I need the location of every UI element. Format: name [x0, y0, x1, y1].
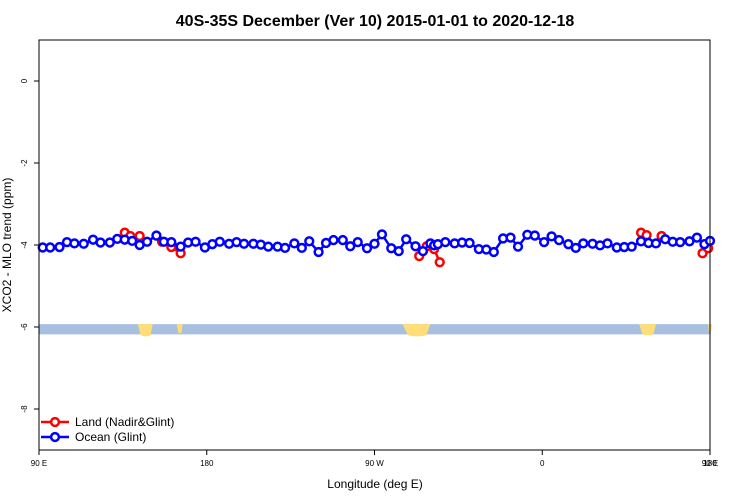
y-axis-label: XCO2 - MLO trend (ppm) — [0, 178, 14, 313]
ocean-data-point — [529, 230, 540, 241]
ocean-data-point — [505, 232, 516, 243]
y-axis: 0 -2 -4 -6 -8 — [20, 78, 39, 413]
ocean-data-point — [190, 236, 201, 247]
ocean-data-point — [352, 236, 363, 248]
ocean-data-point — [45, 242, 56, 253]
legend-land-label: Land (Nadir&Glint) — [75, 415, 174, 429]
ocean-data-point — [54, 241, 65, 253]
ocean-data-point — [553, 234, 565, 246]
y-tick-label: 0 — [20, 78, 29, 83]
ocean-data-point — [650, 238, 662, 249]
ocean-data-point — [675, 236, 686, 248]
ocean-data-point — [417, 246, 429, 257]
ocean-data-point — [602, 238, 613, 249]
ocean-data-point — [279, 242, 291, 254]
plot-frame — [38, 39, 711, 451]
ocean-data-point — [361, 243, 373, 254]
land-mask-patch — [176, 324, 183, 334]
ocean-data-point — [151, 230, 162, 241]
ocean-data-point — [127, 235, 138, 247]
ocean-data-point — [512, 241, 524, 252]
x-tick-label: 90 W — [365, 459, 384, 468]
ocean-mask-strip — [39, 324, 710, 335]
ocean-data-point — [410, 241, 421, 252]
ocean-data-point — [538, 236, 550, 248]
ocean-data-point — [175, 241, 186, 252]
ocean-data-point — [570, 242, 581, 254]
land-mask-patch — [402, 324, 431, 337]
land-mask-patch — [137, 324, 153, 337]
x-tick-label: 0 — [540, 459, 545, 468]
legend-land-marker — [49, 416, 61, 428]
ocean-data-point — [304, 236, 315, 247]
ocean-data-point — [393, 246, 404, 257]
ocean-data-point — [296, 242, 307, 254]
ocean-data-point — [238, 238, 250, 249]
ocean-data-point — [166, 236, 177, 248]
ocean-data-point — [95, 237, 106, 248]
legend: Land (Nadir&Glint) Ocean (Glint) — [41, 415, 174, 444]
land-data-point — [134, 230, 145, 242]
ocean-data-point — [464, 237, 475, 249]
ocean-data-point — [313, 246, 324, 258]
y-tick-label: -4 — [20, 241, 29, 249]
y-tick-label: -8 — [20, 405, 29, 413]
land-mask-patch — [639, 324, 656, 336]
x-tick-label: 90 E — [702, 459, 718, 468]
ocean-data-point — [263, 241, 274, 252]
y-tick-label: -2 — [20, 159, 29, 167]
land-data-point — [434, 257, 445, 268]
y-tick-label: -6 — [20, 323, 29, 331]
ocean-data-point — [369, 238, 380, 249]
ocean-data-point — [691, 232, 703, 243]
ocean-data-point — [141, 236, 153, 247]
x-axis-label: Longitude (deg E) — [327, 477, 422, 491]
ocean-data-point — [488, 246, 499, 258]
ocean-data-point — [69, 238, 80, 249]
plot-series — [37, 227, 716, 268]
legend-ocean-label: Ocean (Glint) — [75, 430, 146, 444]
ocean-data-point — [337, 234, 348, 246]
chart-title: 40S-35S December (Ver 10) 2015-01-01 to … — [176, 13, 575, 30]
land-ocean-mask-band — [39, 324, 712, 337]
ocean-data-point — [376, 229, 388, 240]
ocean-data-point — [328, 234, 339, 246]
ocean-data-point — [214, 236, 225, 247]
ocean-data-point — [289, 238, 300, 249]
x-tick-label: 180 — [200, 459, 214, 468]
x-tick-label: 90 E — [31, 459, 47, 468]
ocean-data-point — [626, 241, 637, 252]
legend-ocean-marker — [49, 431, 61, 443]
ocean-data-point — [401, 234, 412, 245]
ocean-data-point — [440, 236, 451, 248]
ocean-data-point — [78, 238, 89, 249]
ocean-data-point — [345, 241, 356, 252]
ocean-data-point — [578, 238, 589, 249]
x-tick-label: 180 — [703, 459, 717, 468]
